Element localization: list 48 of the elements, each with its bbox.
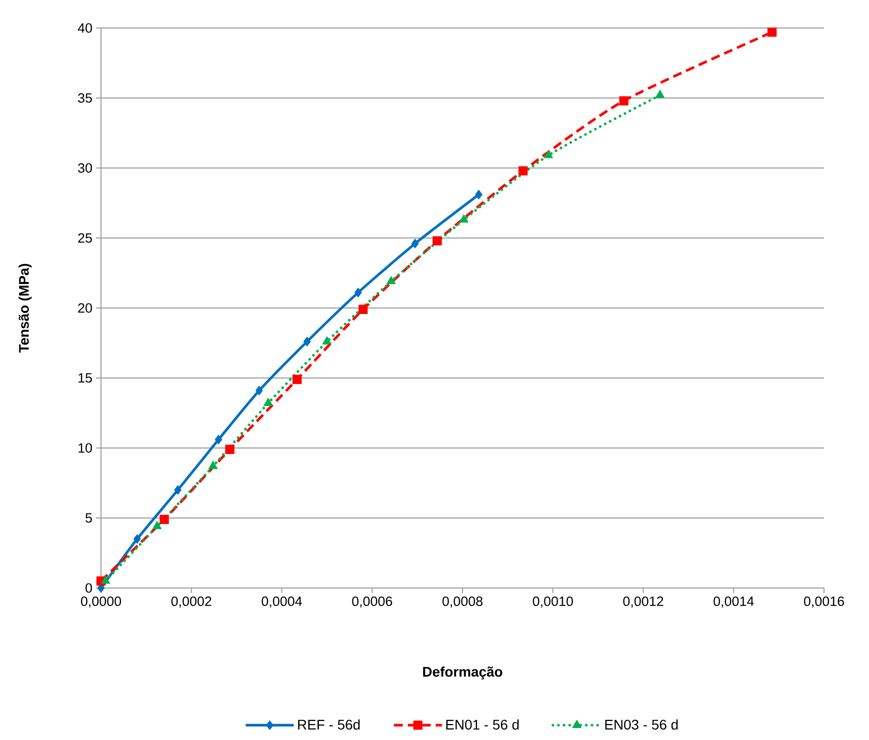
point: [386, 276, 396, 284]
x-tick-label: 0,0012: [623, 596, 664, 608]
x-tick-label: 0,0016: [804, 596, 844, 608]
y-tick-label: 40: [78, 23, 92, 33]
point: [303, 336, 311, 346]
point: [544, 150, 553, 158]
point: [160, 514, 169, 524]
y-tick-label: 5: [86, 513, 92, 523]
point: [619, 96, 628, 106]
point: [152, 521, 162, 530]
point: [354, 288, 362, 298]
point: [208, 460, 218, 469]
x-tick-label: 0,0014: [714, 596, 754, 608]
legend-label: EN03 - 56 d: [605, 719, 678, 730]
y-tick-label: 25: [78, 233, 92, 243]
y-tick-label: 0: [86, 583, 92, 593]
point: [100, 576, 110, 584]
point: [225, 444, 234, 454]
point: [256, 386, 263, 396]
point: [475, 190, 482, 200]
point: [411, 238, 419, 248]
y-tick-label: 35: [78, 93, 92, 103]
y-tick-label: 30: [78, 163, 92, 173]
point: [459, 214, 468, 223]
x-tick-label: 0,0000: [80, 596, 122, 608]
point: [518, 166, 528, 176]
legend-label: EN01 - 56 d: [446, 719, 519, 730]
point: [133, 534, 141, 544]
x-tick-label: 0,0002: [171, 596, 212, 608]
point: [292, 374, 302, 384]
point: [358, 304, 368, 314]
y-axis-title: Tensão (MPa): [18, 264, 32, 353]
y-tick-label: 15: [78, 373, 92, 383]
point: [214, 434, 222, 444]
legend-label: REF - 56d: [298, 719, 360, 730]
x-tick-label: 0,0010: [532, 596, 573, 608]
point: [264, 398, 273, 406]
y-tick-label: 10: [78, 443, 92, 453]
point: [767, 28, 777, 37]
point: [174, 485, 182, 495]
y-tick-label: 20: [78, 303, 92, 313]
x-axis-title: Deformação: [423, 666, 502, 680]
point: [432, 236, 442, 246]
x-tick-label: 0,0004: [262, 596, 302, 608]
x-tick-label: 0,0008: [442, 596, 482, 608]
point: [655, 90, 665, 98]
point: [322, 336, 332, 344]
x-tick-label: 0,0006: [352, 596, 392, 608]
